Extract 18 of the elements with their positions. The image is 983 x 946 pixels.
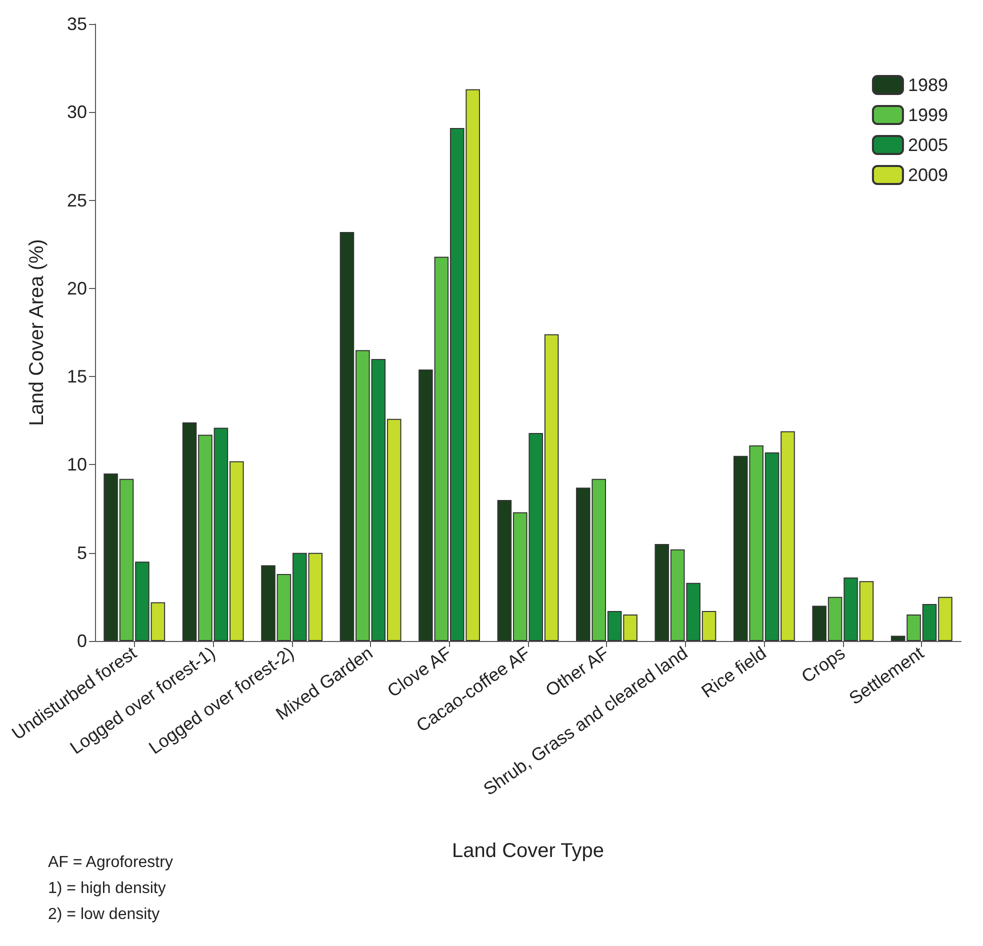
legend-label: 2005: [908, 135, 948, 155]
text: 2) = low density: [48, 905, 161, 925]
y-tick-label: 20: [66, 278, 87, 298]
legend-label: 1989: [908, 75, 948, 95]
legend-label: 1999: [908, 105, 948, 125]
text: 1) = high density: [48, 879, 167, 899]
y-tick-label: 5: [76, 542, 87, 563]
y-tick-label: 10: [66, 454, 87, 475]
y-axis-title: Land Cover Area (%): [26, 239, 48, 426]
y-tick-label: 15: [66, 366, 87, 387]
x-axis-title: Land Cover Type: [452, 840, 604, 862]
y-tick-label: 30: [66, 102, 87, 122]
legend-label: 2009: [908, 165, 948, 185]
x-tick-label: Rice field: [698, 642, 770, 702]
y-tick-label: 0: [76, 631, 87, 651]
text: AF = Agroforestry: [48, 853, 173, 873]
y-tick-label: 25: [66, 190, 87, 210]
y-tick-label: 35: [66, 14, 87, 34]
